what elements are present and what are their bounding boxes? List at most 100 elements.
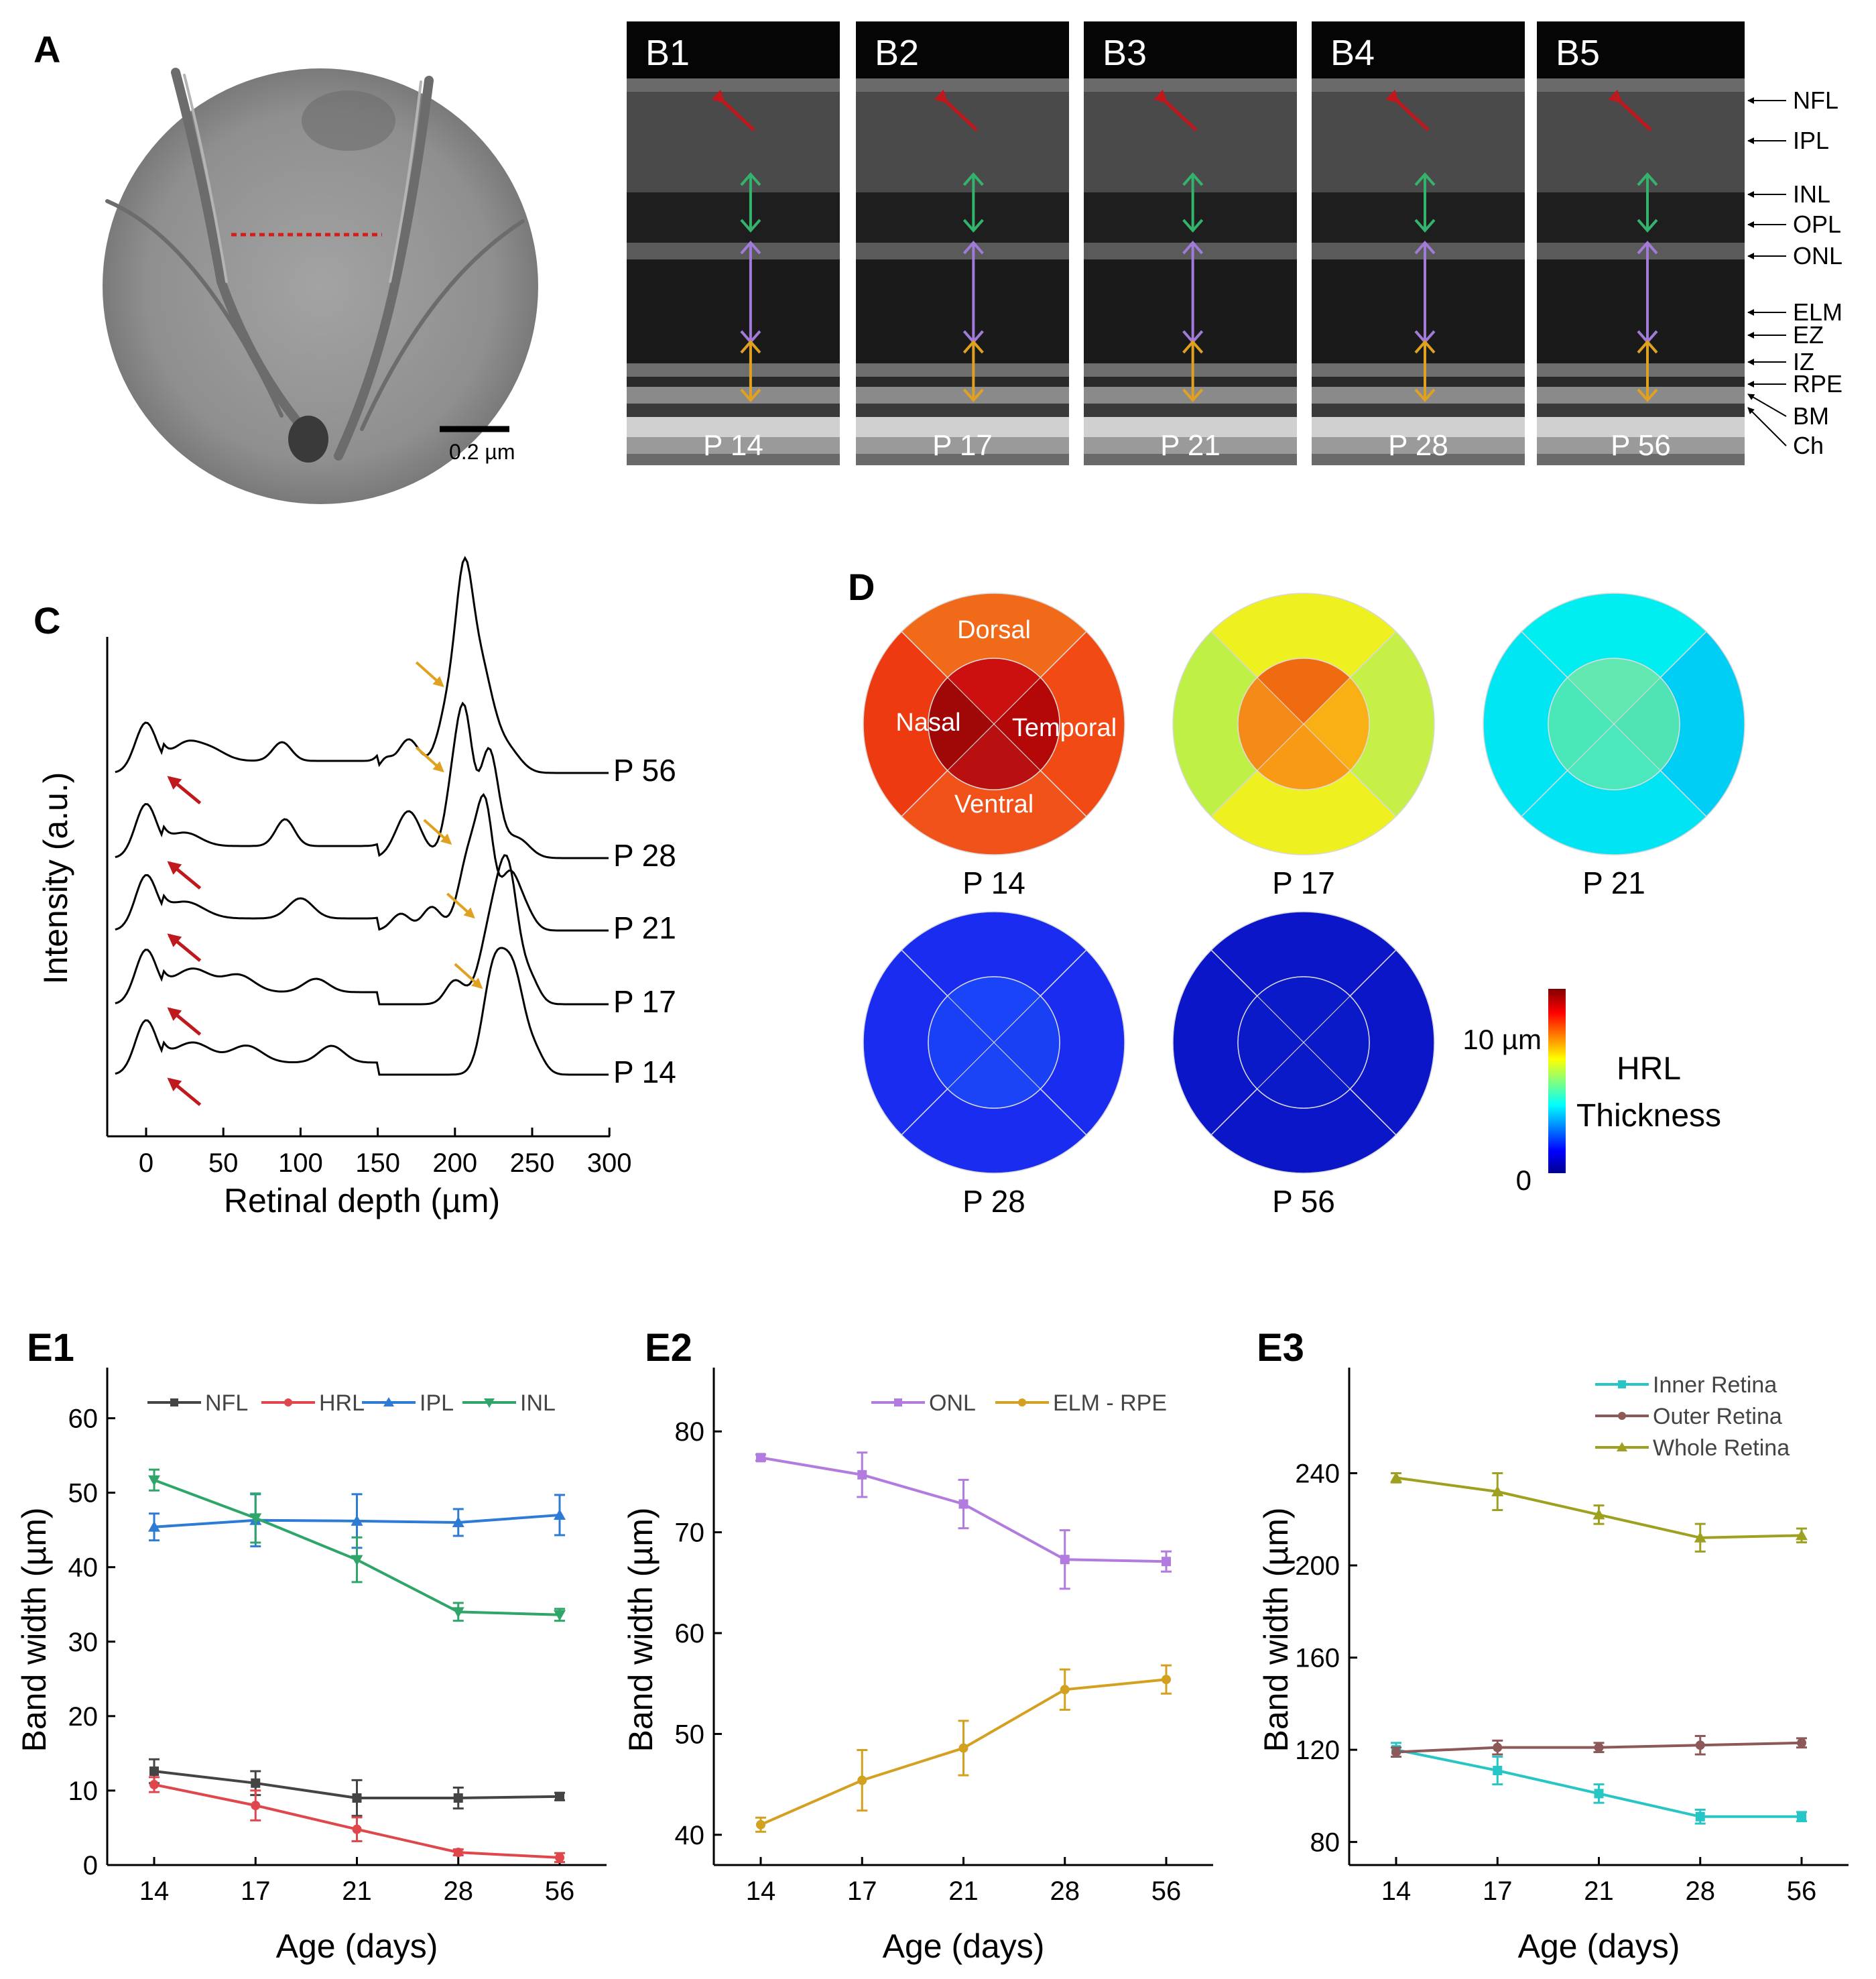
legend-label: Inner Retina — [1653, 1372, 1777, 1398]
oct-frame-id: B4 — [1330, 33, 1375, 73]
data-point — [149, 1780, 159, 1790]
onl-range-arrow-head-top — [1637, 240, 1658, 255]
oct-band — [1537, 454, 1745, 465]
colorbar-max-label: 10 µm — [1462, 1024, 1542, 1055]
oct-band — [856, 387, 1069, 404]
oct-band — [1084, 259, 1297, 363]
oct-band — [1084, 404, 1297, 417]
layer-pointer-bm — [1747, 394, 1787, 417]
y-tick-label: 60 — [68, 1404, 99, 1434]
legend-label: INL — [520, 1390, 556, 1416]
data-point — [1694, 1531, 1706, 1543]
series-onl: ONL — [755, 1390, 1172, 1590]
panel-c-x-ticks: 0 50 100 150 200 250 300 — [139, 1128, 632, 1178]
y-tick-label: 160 — [1295, 1644, 1340, 1673]
elm-rpe-range-arrow-head-bottom — [740, 388, 761, 403]
data-point — [148, 1475, 160, 1486]
elm-rpe-range-arrow-head-top — [1182, 339, 1204, 354]
oct-band — [856, 404, 1069, 417]
hrl-arrow — [934, 89, 979, 131]
oct-frame-b2: B2 P 17 — [856, 21, 1069, 465]
oct-band — [856, 78, 1069, 92]
chart-title: E1 — [27, 1326, 74, 1370]
sector-label-ventral: Ventral — [954, 790, 1034, 819]
map-age-label: P 17 — [1272, 865, 1335, 900]
y-tick-label: 10 — [68, 1777, 99, 1806]
data-point — [1695, 1740, 1705, 1750]
oct-frame-b3: B3 P 21 — [1084, 21, 1297, 465]
hrl-trace-arrow — [167, 776, 202, 804]
data-point — [555, 1852, 564, 1862]
y-tick-label: 80 — [1310, 1828, 1340, 1858]
thickness-map-1: P 14 Dorsal Nasal Temporal Ventral — [863, 593, 1125, 900]
oct-band — [627, 417, 840, 437]
series-inl: INL — [148, 1390, 566, 1622]
x-tick-label: 56 — [545, 1876, 575, 1906]
y-tick-label: 50 — [675, 1720, 705, 1749]
oct-band — [1084, 78, 1297, 92]
data-point — [756, 1819, 765, 1830]
y-tick-label: 40 — [68, 1553, 99, 1583]
colorbar-title-1: HRL — [1617, 1051, 1681, 1087]
layer-label-nfl: NFL — [1793, 86, 1838, 114]
layer-label-inl: INL — [1793, 180, 1830, 208]
data-point — [249, 1513, 262, 1524]
oct-band — [1312, 92, 1525, 192]
oct-band — [1537, 78, 1745, 92]
inl-range-arrow-head-bottom — [1637, 219, 1658, 233]
oct-band — [1537, 387, 1745, 404]
trace-label: P 28 — [613, 838, 676, 873]
data-point — [1493, 1766, 1503, 1776]
legend-label: ELM - RPE — [1053, 1390, 1167, 1416]
oct-band — [856, 454, 1069, 465]
data-point — [1060, 1685, 1070, 1695]
layer-pointer-ch — [1747, 407, 1787, 446]
panel-c-tick-label: 150 — [355, 1148, 400, 1178]
data-point — [1162, 1557, 1171, 1567]
oct-band — [856, 92, 1069, 192]
series-hrl: HRL — [149, 1390, 565, 1864]
y-tick-label: 240 — [1295, 1459, 1340, 1489]
layer-label-rpe: RPE — [1793, 370, 1842, 398]
inl-range-arrow-head-bottom — [962, 219, 984, 233]
oct-band — [627, 259, 840, 363]
chart-e1: E1 0 10 20 30 40 50 60 14 17 21 28 56 Age (days) Band … — [15, 1326, 607, 1965]
series-inner-retina: Inner Retina — [1391, 1372, 1807, 1825]
y-tick-label: 70 — [675, 1518, 705, 1548]
elm-rpe-range-arrow-head-bottom — [962, 388, 984, 403]
data-point — [148, 1520, 160, 1532]
data-point — [284, 1398, 292, 1406]
inl-range-arrow-head-top — [1182, 172, 1204, 186]
oct-band — [1312, 259, 1525, 363]
x-tick-label: 56 — [1151, 1876, 1182, 1906]
scale-bar-label: 0.2 µm — [449, 440, 515, 464]
oct-band — [856, 437, 1069, 454]
elm-rpe-range-arrow-head-top — [740, 339, 761, 354]
x-tick-label: 17 — [847, 1876, 877, 1906]
trace-label: P 56 — [613, 753, 676, 788]
panel-c-tick-label: 0 — [139, 1148, 153, 1178]
chart-title: E2 — [645, 1326, 692, 1370]
map-inner-ring — [1237, 658, 1370, 790]
data-point — [352, 1824, 362, 1834]
legend-label: Whole Retina — [1653, 1435, 1790, 1461]
y-tick-label: 120 — [1295, 1736, 1340, 1765]
oct-band — [1084, 454, 1297, 465]
panel-e: E1 0 10 20 30 40 50 60 14 17 21 28 56 Age (days) Band … — [15, 1326, 1849, 1965]
oct-band — [1312, 78, 1525, 92]
onl-range-arrow-head-top — [740, 240, 761, 255]
map-inner-ring — [1237, 976, 1370, 1109]
intensity-trace — [115, 701, 609, 859]
y-tick-label: 30 — [68, 1628, 99, 1657]
layer-label-elm: ELM — [1793, 298, 1842, 326]
hrl-arrow — [1608, 89, 1652, 131]
data-point — [1695, 1811, 1705, 1821]
data-point — [1592, 1508, 1605, 1520]
onl-range-arrow-head-top — [1182, 240, 1204, 255]
map-inner-ring — [1548, 658, 1680, 790]
layer-label-onl: ONL — [1793, 242, 1842, 269]
oct-frame-b4: B4 P 28 — [1312, 21, 1525, 465]
layer-label-ipl: IPL — [1793, 127, 1829, 154]
legend-label: HRL — [319, 1390, 365, 1416]
